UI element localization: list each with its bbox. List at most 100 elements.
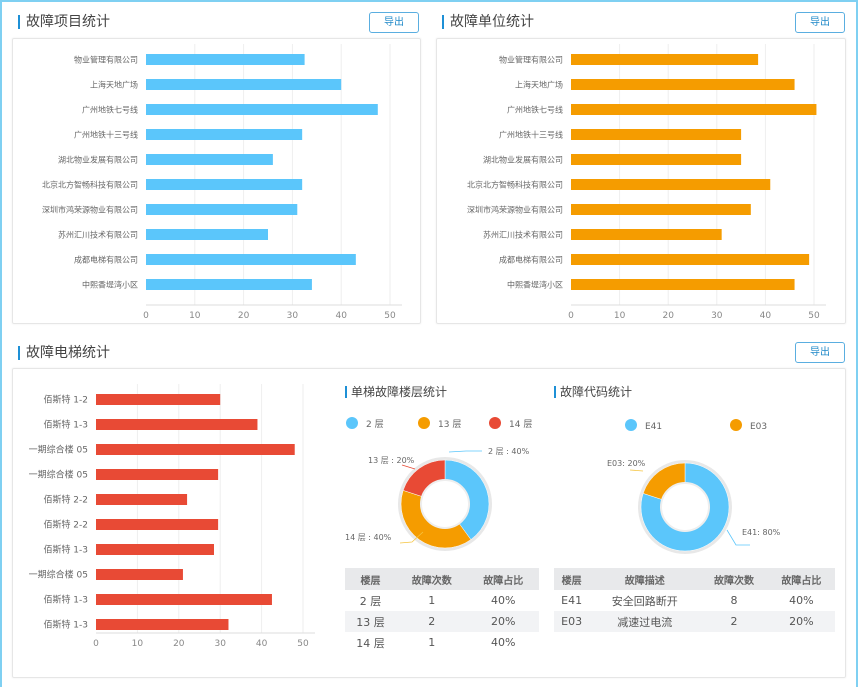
y-tick-label: 物业管理有限公司 — [74, 55, 138, 65]
bar — [146, 154, 273, 165]
legend-label: 14 层 — [509, 419, 532, 430]
cell: 40% — [491, 594, 516, 607]
bar — [96, 569, 183, 580]
bar — [146, 229, 268, 240]
bar — [146, 129, 303, 140]
y-tick-label: 一期综合楼 05 — [29, 444, 88, 456]
cell: 安全回路断开 — [611, 594, 678, 608]
cell: 40% — [491, 636, 516, 649]
legend-label: E41 — [645, 422, 662, 432]
bar — [96, 494, 188, 505]
elevator-export-button[interactable]: 导出 — [795, 342, 845, 363]
legend-label: 2 层 — [366, 419, 384, 430]
bar — [96, 519, 219, 530]
y-tick-label: 佰斯特 1-3 — [43, 544, 88, 556]
col-header: 楼层 — [554, 568, 590, 590]
table-row: E41 安全回路断开 8 40% — [554, 590, 835, 611]
label-line — [726, 529, 750, 546]
legend-dot — [625, 419, 637, 431]
elevator-bar-chart: 0 10 20 30 40 50 佰斯特 1-2 佰斯特 1-3 一期综合楼 05 一期综合楼 0… — [29, 384, 315, 649]
x-tick-label: 50 — [384, 311, 396, 321]
legend-dot — [418, 417, 430, 429]
y-tick-label: 广州地铁十三号线 — [74, 130, 138, 140]
code-table: 楼层 故障描述 故障次数 故障占比 E41 安全回路断开 8 40% E03 减速过电流 2 20… — [554, 568, 835, 632]
y-tick-label: 上海天地广场 — [515, 80, 563, 90]
cell: E03 — [554, 611, 590, 632]
bar — [146, 279, 312, 290]
unit-bar-chart: 0 10 20 30 40 50 物业管理有限公司上海天地广场广州地铁七号线广州地铁十三号线… — [467, 44, 826, 321]
col-header: 故障次数 — [395, 568, 468, 590]
unit-stats-title: 故障单位统计 — [442, 15, 534, 29]
elevator-panel: 0 10 20 30 40 50 佰斯特 1-2 佰斯特 1-3 一期综合楼 05 一期综合楼 0… — [12, 368, 846, 678]
y-tick-label: 物业管理有限公司 — [499, 55, 563, 65]
donut-hole — [660, 482, 710, 532]
elevator-stats-title: 故障电梯统计 — [18, 346, 110, 360]
y-tick-label: 成都电梯有限公司 — [499, 255, 563, 265]
y-tick-label: 成都电梯有限公司 — [74, 255, 138, 265]
x-tick-label: 30 — [214, 639, 226, 649]
col-header: 故障次数 — [700, 568, 768, 590]
x-tick-label: 30 — [287, 311, 299, 321]
bar — [96, 419, 258, 430]
y-tick-label: 广州地铁十三号线 — [499, 130, 563, 140]
bar — [571, 179, 771, 190]
cell: 2 — [395, 611, 468, 632]
table-row: E03 减速过电流 2 20% — [554, 611, 835, 632]
bar — [96, 444, 295, 455]
bar — [571, 79, 795, 90]
legend-dot — [730, 419, 742, 431]
unit-export-button[interactable]: 导出 — [795, 12, 845, 33]
x-tick-label: 30 — [711, 311, 723, 321]
y-tick-label: 佰斯特 1-3 — [43, 594, 88, 606]
label-line — [448, 450, 482, 453]
table-row: 13 层 2 20% — [345, 611, 539, 632]
x-tick-label: 0 — [568, 311, 574, 321]
floor-table: 楼层 故障次数 故障占比 2 层 1 40% 13 层 2 20% 14 层 1 40% — [345, 568, 539, 653]
slice-label: E41: 80% — [742, 528, 781, 537]
x-tick-label: 40 — [256, 639, 268, 649]
cell: 减速过电流 — [589, 611, 701, 632]
slice-label: E03: 20% — [607, 459, 646, 468]
bar — [571, 129, 742, 140]
y-tick-label: 一期综合楼 05 — [29, 569, 88, 581]
x-tick-label: 10 — [189, 311, 201, 321]
y-tick-label: 佰斯特 1-2 — [43, 394, 88, 406]
x-tick-label: 40 — [760, 311, 772, 321]
y-tick-label: 一期综合楼 05 — [29, 469, 88, 481]
bar — [96, 394, 221, 405]
cell: 13 层 — [345, 611, 396, 632]
cell: E41 — [561, 594, 583, 607]
legend-dot — [346, 417, 358, 429]
table-row: 2 层 1 40% — [345, 590, 539, 611]
bar — [571, 54, 759, 65]
cell: 1 — [428, 594, 436, 607]
bar — [146, 79, 342, 90]
cell: 14 层 — [356, 636, 385, 650]
slice-label: 13 层 : 20% — [368, 456, 415, 465]
bar — [146, 254, 356, 265]
slice-label: 2 层 : 40% — [488, 447, 530, 456]
y-tick-label: 深圳市鸿荣源物业有限公司 — [467, 205, 563, 215]
y-tick-label: 广州地铁七号线 — [82, 105, 138, 115]
code-stats-title: 故障代码统计 — [554, 386, 632, 398]
slice-label: 14 层 : 40% — [345, 533, 392, 542]
unit-chart-panel: 0 10 20 30 40 50 物业管理有限公司 上海天地广场 广州地铁七号线 广州地铁十三号线… — [436, 38, 846, 324]
x-tick-label: 20 — [238, 311, 250, 321]
bar — [96, 594, 272, 605]
bar — [571, 254, 810, 265]
label-line — [399, 531, 424, 544]
y-tick-label: 北京北方智畅科技有限公司 — [467, 180, 563, 190]
bar — [571, 279, 795, 290]
x-tick-label: 0 — [143, 311, 149, 321]
code-donut-chart: E41 E03 E41: 80% E03: 20% — [607, 419, 781, 554]
floor-stats-title: 单梯故障楼层统计 — [345, 386, 447, 398]
bar — [571, 229, 722, 240]
project-export-button[interactable]: 导出 — [369, 12, 419, 33]
cell: 2 层 — [359, 594, 382, 608]
bar — [571, 204, 751, 215]
project-stats-title: 故障项目统计 — [18, 15, 110, 29]
project-bar-chart: 0 10 20 30 40 50 物业管理有限公司上海天地广场广州地铁七号线广州地铁十三号线… — [42, 44, 402, 321]
x-tick-label: 10 — [614, 311, 626, 321]
col-header: 故障占比 — [467, 568, 539, 590]
